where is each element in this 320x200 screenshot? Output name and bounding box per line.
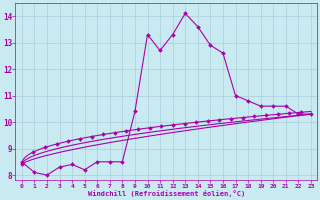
X-axis label: Windchill (Refroidissement éolien,°C): Windchill (Refroidissement éolien,°C) (88, 190, 245, 197)
